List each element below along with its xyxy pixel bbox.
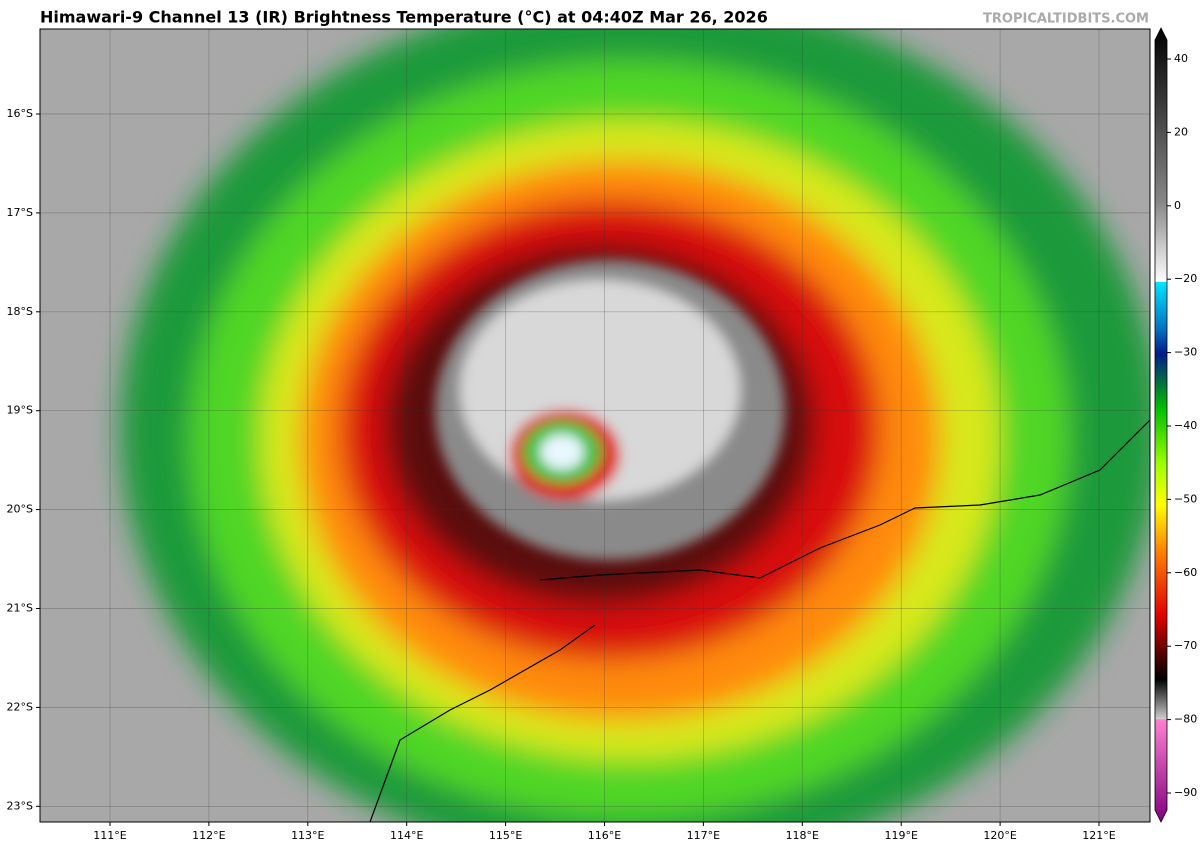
colorbar-label: −80 [1174,713,1197,726]
lon-label: 120°E [983,829,1016,842]
lon-label: 114°E [390,829,423,842]
lon-label: 121°E [1082,829,1115,842]
colorbar-label: 40 [1174,52,1188,65]
colorbar [1154,27,1168,823]
lon-label: 112°E [192,829,225,842]
lon-label: 111°E [93,829,126,842]
lon-label: 118°E [786,829,819,842]
colorbar-label: −90 [1174,786,1197,799]
lat-label: 16°S [7,107,33,120]
lat-label: 21°S [7,602,33,615]
colorbar-label: −20 [1174,272,1197,285]
colorbar-label: 0 [1174,199,1181,212]
title: Himawari-9 Channel 13 (IR) Brightness Te… [40,8,768,27]
lon-label: 119°E [884,829,917,842]
colorbar-label: −60 [1174,566,1197,579]
lat-label: 18°S [7,305,33,318]
colorbar-label: 20 [1174,125,1188,138]
lat-label: 20°S [7,503,33,516]
lon-label: 113°E [291,829,324,842]
colorbar-label: −50 [1174,492,1197,505]
satellite-image [40,29,1150,822]
lat-label: 19°S [7,404,33,417]
watermark: TROPICALTIDBITS.COM [983,12,1149,27]
lon-label: 116°E [588,829,621,842]
colorbar-label: −30 [1174,346,1197,359]
lon-label: 115°E [489,829,522,842]
lat-label: 23°S [7,799,33,812]
colorbar-label: −70 [1174,639,1197,652]
lat-label: 17°S [7,206,33,219]
lon-label: 117°E [687,829,720,842]
lat-label: 22°S [7,700,33,713]
colorbar-label: −40 [1174,419,1197,432]
